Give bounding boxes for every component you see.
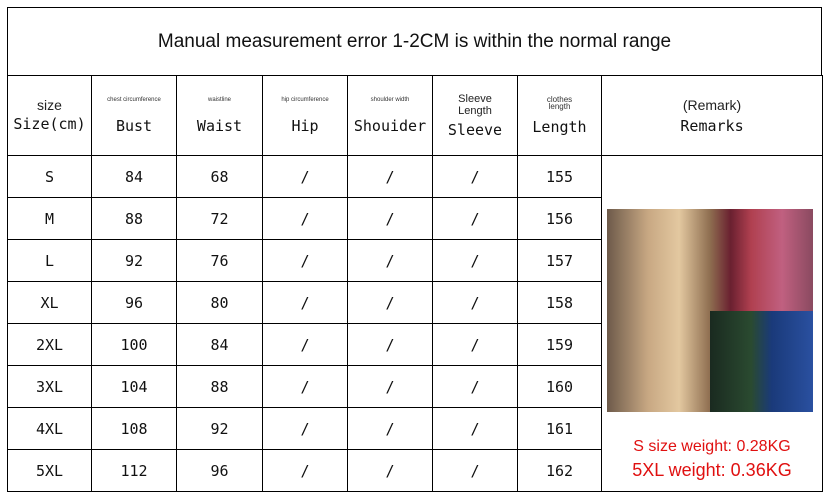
header-hip: hip circumference Hip: [262, 75, 348, 156]
table-cell: 84: [91, 155, 177, 198]
header-subtitle: clothes length: [546, 94, 573, 111]
table-cell: 159: [517, 323, 602, 366]
table-cell: 100: [91, 323, 177, 366]
table-cell: /: [347, 281, 433, 324]
table-cell: /: [347, 239, 433, 282]
table-cell: 76: [176, 239, 263, 282]
table-cell: 84: [176, 323, 263, 366]
table-cell: /: [347, 155, 433, 198]
header-label: Shouider: [353, 116, 427, 135]
table-cell: 160: [517, 365, 602, 408]
table-cell: /: [262, 407, 348, 450]
header-subtitle: Sleeve Length: [458, 92, 492, 117]
table-cell: 5XL: [7, 449, 92, 492]
header-label: Bust: [115, 116, 153, 135]
table-cell: /: [262, 365, 348, 408]
header-label: Remarks: [680, 116, 744, 135]
header-subtitle: (Remark): [682, 96, 742, 113]
weight-s: S size weight: 0.28KG: [633, 438, 791, 455]
table-cell: 157: [517, 239, 602, 282]
table-cell: /: [432, 365, 518, 408]
header-size: size Size(cm): [7, 75, 92, 156]
table-row: M 88 72///156: [7, 197, 823, 240]
header-subtitle: chest circumference: [107, 96, 161, 103]
table-cell: 156: [517, 197, 602, 240]
table-cell: /: [432, 197, 518, 240]
table-cell: L: [7, 239, 92, 282]
table-cell: 72: [176, 197, 263, 240]
table-row: 5XL 112 96///162: [7, 449, 823, 492]
table-cell: M: [7, 197, 92, 240]
table-cell: /: [347, 365, 433, 408]
table-cell: 92: [91, 239, 177, 282]
header-label: Waist: [196, 116, 243, 135]
header-bust: chest circumference Bust: [91, 75, 177, 156]
table-cell: 104: [91, 365, 177, 408]
table-row: 4XL 108 92///161: [7, 407, 823, 450]
table-cell: 88: [91, 197, 177, 240]
table-cell: /: [432, 449, 518, 492]
table-cell: S: [7, 155, 92, 198]
table-cell: /: [347, 407, 433, 450]
table-cell: 88: [176, 365, 263, 408]
table-cell: /: [347, 197, 433, 240]
header-shoulder: shoulder width Shouider: [347, 75, 433, 156]
table-cell: 2XL: [7, 323, 92, 366]
header-subtitle: shoulder width: [370, 96, 410, 103]
size-chart-table: size Size(cm) chest circumference Bust wai…: [7, 75, 823, 492]
table-cell: /: [262, 281, 348, 324]
table-cell: /: [432, 155, 518, 198]
weight-notes: S size weight: 0.28KG 5XL weight: 0.36KG: [602, 438, 822, 481]
dress-product-image: [607, 209, 813, 412]
header-sleeve: Sleeve Length Sleeve: [432, 75, 518, 156]
page-title: Manual measurement error 1-2CM is within…: [7, 7, 822, 76]
table-cell: 80: [176, 281, 263, 324]
table-cell: 158: [517, 281, 602, 324]
header-subtitle: hip circumference: [281, 96, 329, 103]
table-row: XL 96 80///158: [7, 281, 823, 324]
table-cell: 108: [91, 407, 177, 450]
table-cell: 112: [91, 449, 177, 492]
table-cell: /: [347, 449, 433, 492]
remarks-cell: S size weight: 0.28KG 5XL weight: 0.36KG: [601, 155, 823, 492]
header-subtitle: waistline: [207, 96, 231, 103]
table-cell: /: [432, 407, 518, 450]
header-label: Hip: [291, 116, 319, 135]
table-cell: /: [262, 155, 348, 198]
table-cell: XL: [7, 281, 92, 324]
table-cell: /: [262, 323, 348, 366]
header-row: size Size(cm) chest circumference Bust wai…: [7, 75, 823, 156]
table-cell: 161: [517, 407, 602, 450]
header-subtitle: size: [37, 96, 62, 113]
table-cell: /: [262, 239, 348, 282]
header-label: Size(cm): [13, 114, 86, 133]
header-length: clothes length Length: [517, 75, 602, 156]
table-row: S 84 68///155 S size weight: 0.28KG 5XL weig…: [7, 155, 823, 492]
table-cell: /: [432, 239, 518, 282]
table-cell: /: [347, 323, 433, 366]
table-cell: 4XL: [7, 407, 92, 450]
weight-5xl: 5XL weight: 0.36KG: [632, 460, 792, 480]
table-cell: /: [432, 323, 518, 366]
table-cell: /: [262, 197, 348, 240]
table-cell: /: [432, 281, 518, 324]
table-cell: 68: [176, 155, 263, 198]
header-label: Length: [532, 117, 587, 136]
table-cell: 92: [176, 407, 263, 450]
table-row: 2XL 100 84///159: [7, 323, 823, 366]
table-row: L 92 76///157: [7, 239, 823, 282]
table-cell: 162: [517, 449, 602, 492]
header-label: Sleeve: [447, 120, 503, 139]
header-remarks: (Remark) Remarks: [601, 75, 823, 156]
table-cell: 3XL: [7, 365, 92, 408]
table-cell: 155: [517, 155, 602, 198]
table-cell: 96: [91, 281, 177, 324]
header-waist: waistline Waist: [176, 75, 263, 156]
table-cell: 96: [176, 449, 263, 492]
table-cell: /: [262, 449, 348, 492]
